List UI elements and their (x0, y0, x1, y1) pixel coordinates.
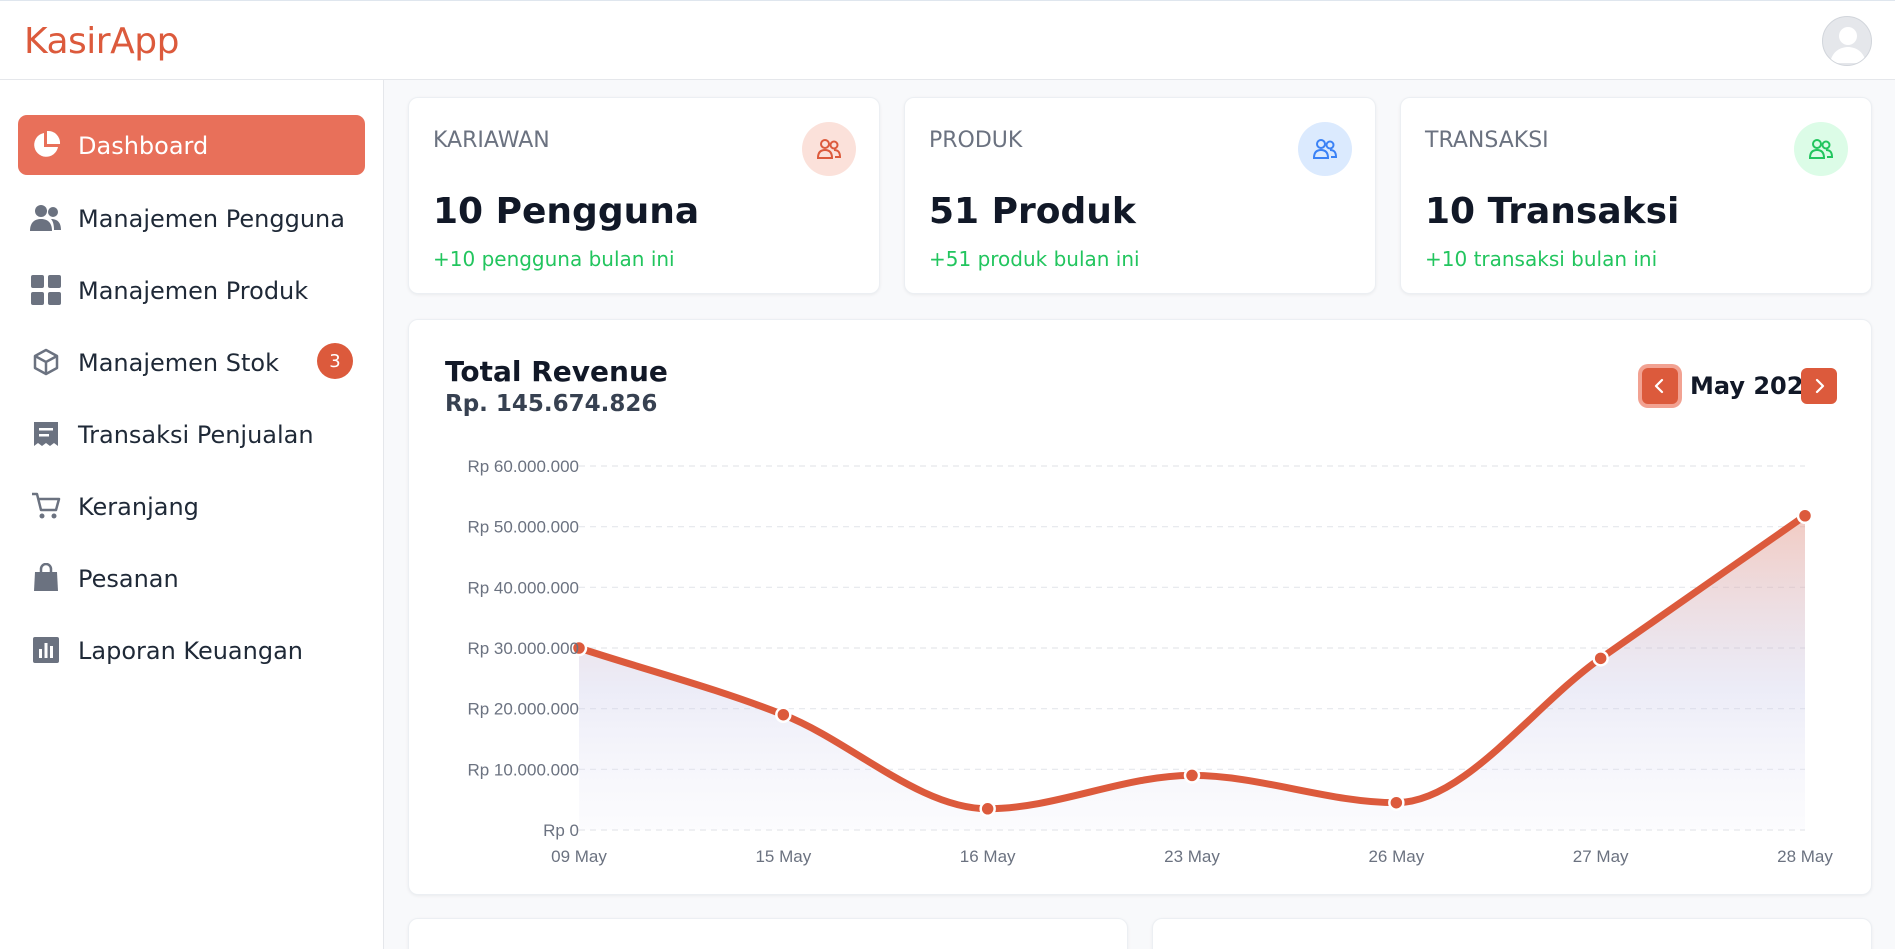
stat-subtext: +10 transaksi bulan ini (1425, 247, 1658, 271)
user-avatar[interactable] (1822, 16, 1872, 66)
x-tick-label: 16 May (960, 847, 1016, 866)
sidebar-item-transaksi-penjualan[interactable]: Transaksi Penjualan (18, 404, 365, 464)
stat-card-kariawan: KARIAWAN 10 Pengguna +10 pengguna bulan … (408, 97, 880, 294)
y-tick-label: Rp 50.000.000 (467, 518, 579, 537)
stat-title: KARIAWAN (433, 128, 550, 153)
stat-value: 10 Pengguna (433, 191, 700, 232)
stat-subtext: +51 produk bulan ini (929, 247, 1140, 271)
stat-card-produk: PRODUK 51 Produk +51 produk bulan ini (904, 97, 1376, 294)
sidebar-item-keranjang[interactable]: Keranjang (18, 476, 365, 536)
y-tick-label: Rp 40.000.000 (467, 578, 579, 597)
sidebar-item-label: Pesanan (78, 565, 179, 593)
x-tick-label: 09 May (551, 847, 607, 866)
sidebar-item-laporan-keuangan[interactable]: Laporan Keuangan (18, 620, 365, 680)
cart-icon (30, 491, 62, 521)
stat-value: 51 Produk (929, 191, 1136, 232)
stat-subtext: +10 pengguna bulan ini (433, 247, 675, 271)
sidebar-item-label: Laporan Keuangan (78, 637, 303, 665)
sidebar-item-label: Keranjang (78, 493, 199, 521)
next-month-button[interactable] (1801, 368, 1837, 404)
revenue-data-point[interactable] (979, 800, 996, 818)
chevron-left-icon (1654, 378, 1664, 394)
sidebar-item-label: Dashboard (78, 132, 209, 160)
x-tick-label: 26 May (1368, 847, 1424, 866)
revenue-data-point[interactable] (1183, 767, 1201, 784)
sidebar-item-manajemen-stok[interactable]: Manajemen Stok 3 (18, 332, 365, 392)
stock-alert-badge: 3 (317, 343, 353, 379)
y-tick-label: Rp 20.000.000 (467, 700, 579, 719)
receipt-icon (30, 419, 62, 449)
bottom-card-left (408, 918, 1128, 949)
x-tick-label: 23 May (1164, 847, 1220, 866)
revenue-data-point[interactable] (775, 706, 792, 723)
sidebar-item-label: Manajemen Produk (78, 277, 309, 305)
x-tick-label: 15 May (755, 847, 811, 866)
app-brand[interactable]: KasirApp (24, 21, 179, 62)
x-tick-label: 27 May (1573, 847, 1629, 866)
revenue-title: Total Revenue (445, 355, 668, 388)
stat-value: 10 Transaksi (1425, 191, 1680, 232)
sidebar-item-manajemen-produk[interactable]: Manajemen Produk (18, 260, 365, 320)
bag-icon (30, 563, 62, 593)
chevron-right-icon (1815, 378, 1825, 394)
bottom-card-right (1152, 918, 1872, 949)
y-tick-label: Rp 30.000.000 (467, 639, 579, 658)
revenue-amount: Rp. 145.674.826 (445, 391, 658, 417)
users-icon (1794, 122, 1848, 176)
revenue-data-point[interactable] (1592, 650, 1609, 667)
pie-chart-icon (30, 130, 62, 160)
users-icon (1298, 122, 1352, 176)
sidebar-item-pesanan[interactable]: Pesanan (18, 548, 365, 608)
stat-title: PRODUK (929, 128, 1023, 153)
sidebar-item-label: Manajemen Pengguna (78, 205, 345, 233)
sidebar-item-label: Manajemen Stok (78, 349, 279, 377)
revenue-chart: Rp 0 Rp 10.000.000 Rp 20.000.000 Rp 30.000.… (467, 457, 1833, 866)
previous-month-button[interactable] (1642, 368, 1678, 404)
sidebar-item-label: Transaksi Penjualan (78, 421, 314, 449)
avatar-icon (1830, 27, 1866, 63)
y-tick-label: Rp 10.000.000 (467, 760, 579, 779)
users-icon (802, 122, 856, 176)
sidebar-item-manajemen-pengguna[interactable]: Manajemen Pengguna (18, 188, 365, 248)
box-icon (30, 347, 62, 377)
sidebar: Dashboard Manajemen Pengguna Manajemen P… (0, 80, 384, 949)
revenue-data-point[interactable] (1388, 794, 1405, 811)
revenue-data-point[interactable] (1796, 507, 1814, 524)
top-bar: KasirApp (0, 0, 1895, 80)
sidebar-item-dashboard[interactable]: Dashboard (18, 115, 365, 175)
revenue-card: Total Revenue Rp. 145.674.826 May 2025 R… (408, 319, 1872, 895)
stat-card-transaksi: TRANSAKSI 10 Transaksi +10 transaksi bul… (1400, 97, 1872, 294)
revenue-data-point[interactable] (570, 639, 588, 657)
y-tick-label: Rp 60.000.000 (467, 457, 579, 476)
current-month-label: May 2025 (1690, 372, 1821, 400)
y-tick-label: Rp 0 (543, 821, 579, 840)
x-tick-label: 28 May (1777, 847, 1833, 866)
grid-icon (30, 275, 62, 305)
report-icon (30, 635, 62, 665)
users-icon (30, 203, 62, 233)
stat-title: TRANSAKSI (1425, 128, 1549, 153)
